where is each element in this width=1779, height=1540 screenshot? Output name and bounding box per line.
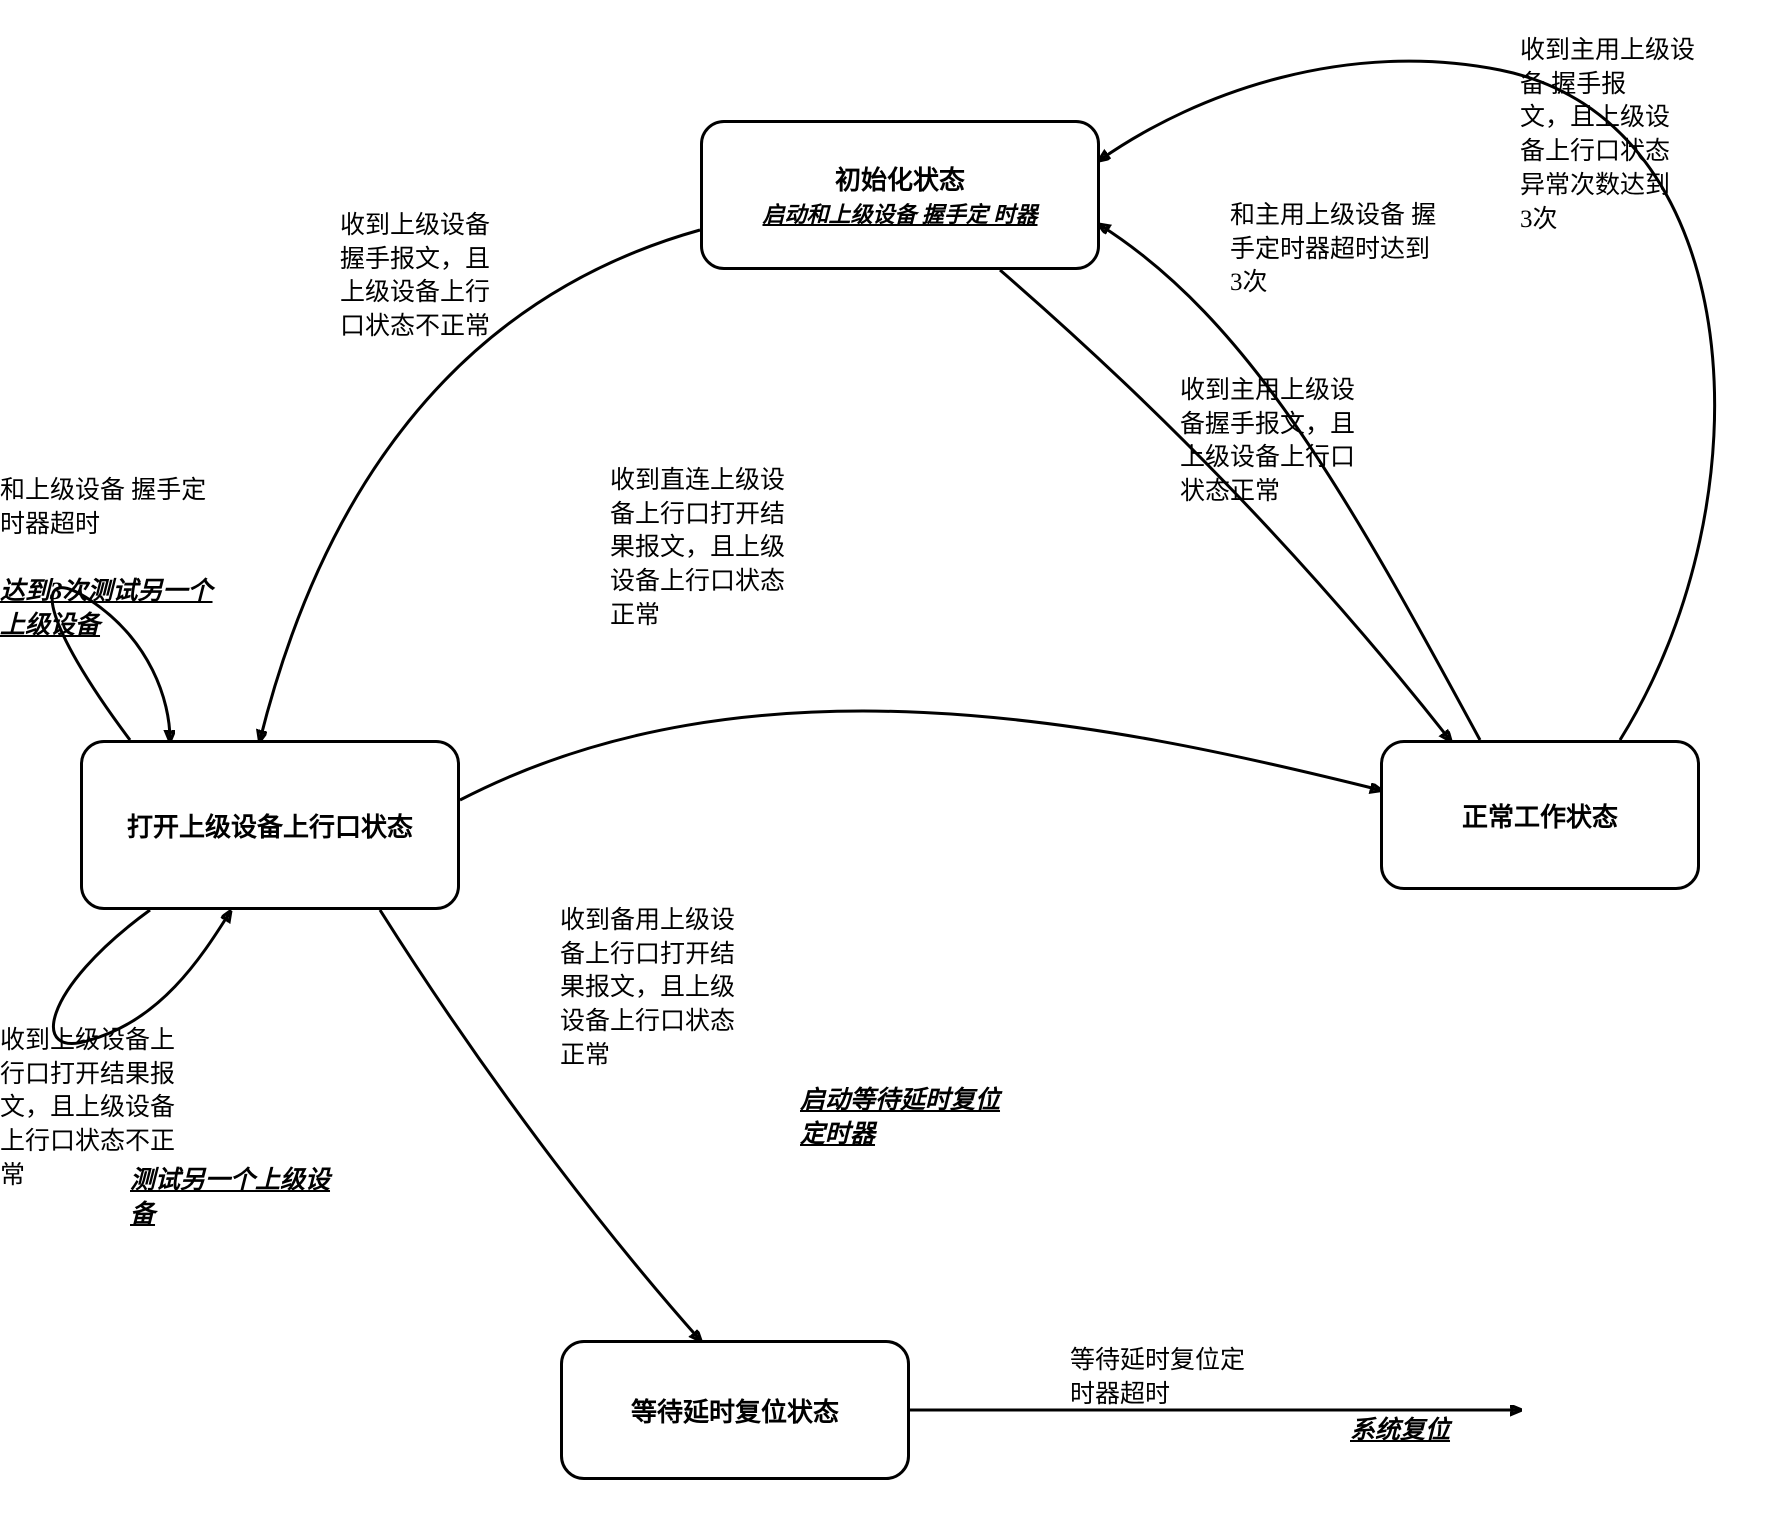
edge-action: 启动等待延时复位 定时器: [800, 1087, 1000, 1148]
edge-action-open-self2: 测试另一个上级设 备: [130, 1130, 330, 1231]
node-title: 打开上级设备上行口状态: [127, 807, 413, 844]
normal-state-node: 正常工作状态: [1380, 740, 1700, 890]
edge-action: 系统复位: [1350, 1417, 1450, 1444]
node-title: 正常工作状态: [1462, 797, 1618, 834]
edge-label-normal-to-init-abnormal: 收到主用上级设 备 握手报 文，且上级设 备上行口状态 异常次数达到 3次: [1520, 0, 1695, 236]
edge-label-init-to-open: 收到上级设备 握手报文，且 上级设备上行 口状态不正常: [340, 175, 490, 344]
edge-text: 和上级设备 握手定 时器超时: [0, 477, 206, 538]
node-title: 初始化状态: [835, 160, 965, 197]
init-state-node: 初始化状态 启动和上级设备 握手定 时器: [700, 120, 1100, 270]
edge-action: 达到3次测试另一个 上级设备: [0, 578, 213, 639]
edge-text: 和主用上级设备 握 手定时器超时达到 3次: [1230, 202, 1436, 297]
edge-label-open-self: 和上级设备 握手定 时器超时 达到3次测试另一个 上级设备: [0, 440, 320, 643]
edge-label-wait-exit: 等待延时复位定 时器超时: [1070, 1310, 1245, 1411]
edge-text: 等待延时复位定 时器超时: [1070, 1347, 1245, 1408]
edge-text: 收到上级设备 握手报文，且 上级设备上行 口状态不正常: [340, 212, 490, 340]
node-title: 等待延时复位状态: [631, 1392, 839, 1429]
wait-state-node: 等待延时复位状态: [560, 1340, 910, 1480]
edge-action-open-to-wait: 启动等待延时复位 定时器: [800, 1050, 1000, 1151]
edge-action: 测试另一个上级设 备: [130, 1167, 330, 1228]
open-state-node: 打开上级设备上行口状态: [80, 740, 460, 910]
edge-label-open-to-wait: 收到备用上级设 备上行口打开结 果报文，且上级 设备上行口状态 正常: [560, 870, 735, 1073]
edge-label-normal-to-init-timer: 和主用上级设备 握 手定时器超时达到 3次: [1230, 165, 1436, 300]
edge-label-open-to-normal: 收到直连上级设 备上行口打开结 果报文，且上级 设备上行口状态 正常: [610, 430, 785, 633]
edge-text: 收到备用上级设 备上行口打开结 果报文，且上级 设备上行口状态 正常: [560, 907, 735, 1069]
edge-text: 收到直连上级设 备上行口打开结 果报文，且上级 设备上行口状态 正常: [610, 467, 785, 629]
state-diagram: 初始化状态 启动和上级设备 握手定 时器 打开上级设备上行口状态 正常工作状态 …: [0, 0, 1779, 1540]
edge-label-init-to-normal: 收到主用上级设 备握手报文，且 上级设备上行口 状态正常: [1180, 340, 1355, 509]
edge-action-wait-exit: 系统复位: [1350, 1380, 1450, 1448]
edge-text: 收到主用上级设 备握手报文，且 上级设备上行口 状态正常: [1180, 377, 1355, 505]
edge-text: 收到主用上级设 备 握手报 文，且上级设 备上行口状态 异常次数达到 3次: [1520, 37, 1695, 233]
node-action: 启动和上级设备 握手定 时器: [762, 201, 1037, 230]
